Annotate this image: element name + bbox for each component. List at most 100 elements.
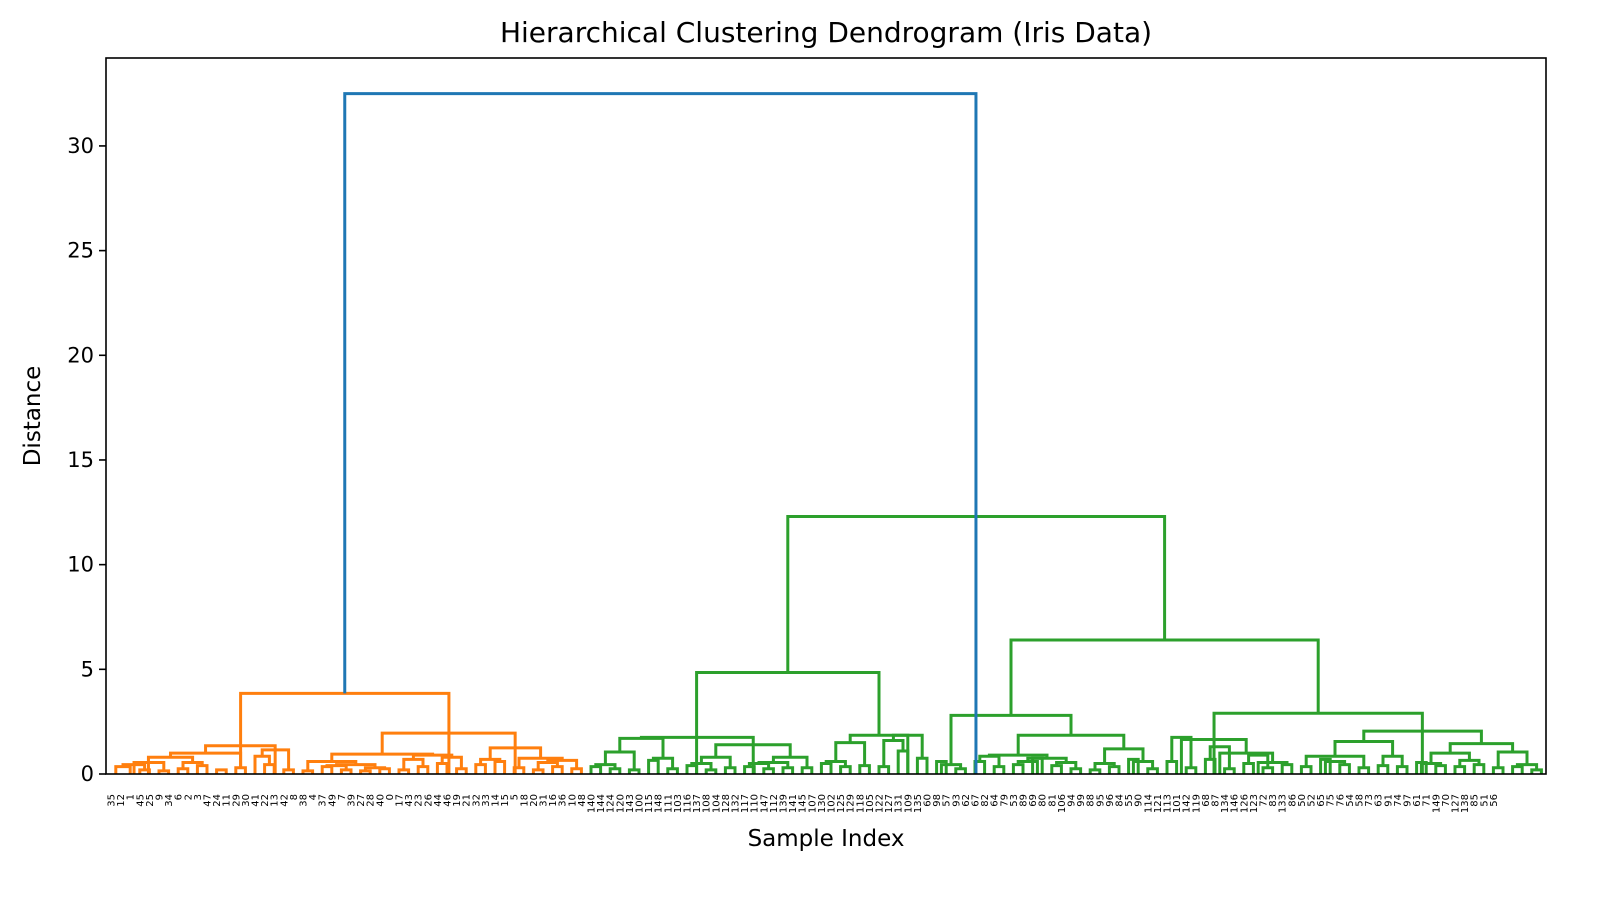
- x-tick-label: 46: [443, 794, 454, 807]
- y-axis-ticks: 0 5 10 15 20 25 30: [67, 134, 106, 786]
- x-tick-label: 67: [971, 794, 982, 807]
- x-tick-label: 132: [731, 794, 742, 813]
- dendrogram-link: [858, 764, 871, 774]
- x-tick-label: 138: [1460, 794, 1471, 813]
- dendrogram-link: [1184, 766, 1198, 774]
- x-tick-label: 120: [615, 794, 626, 813]
- dendrogram-link: [781, 766, 795, 774]
- x-tick-label: 112: [769, 794, 780, 813]
- dendrogram-link: [1280, 763, 1294, 774]
- dendrogram-link: [1323, 759, 1347, 774]
- x-tick-label: 82: [980, 794, 991, 807]
- dendrogram-link: [359, 769, 372, 774]
- x-tick-label: 80: [1038, 794, 1049, 807]
- x-tick-label: 88: [1086, 794, 1097, 807]
- x-tick-label: 149: [1431, 794, 1442, 813]
- dendrogram-link: [824, 759, 847, 767]
- x-tick-label: 53: [1009, 794, 1020, 807]
- x-tick-label: 12: [116, 794, 127, 807]
- dendrogram-link: [282, 768, 295, 774]
- x-tick-label: 121: [1153, 794, 1164, 813]
- x-tick-label: 110: [750, 794, 761, 813]
- x-tick-label: 29: [231, 794, 242, 807]
- dendrogram-link: [239, 691, 451, 774]
- dendrogram-link: [1242, 762, 1255, 774]
- x-tick-label: 115: [644, 794, 655, 813]
- x-tick-label: 90: [1134, 794, 1145, 807]
- x-tick-label: 14: [491, 794, 502, 807]
- x-tick-label: 51: [1479, 794, 1490, 807]
- dendrogram-link: [1357, 766, 1371, 774]
- dendrogram-link: [992, 765, 1006, 774]
- x-tick-label: 42: [279, 794, 290, 807]
- dendrogram-link: [1088, 768, 1102, 774]
- dendrogram-link: [627, 768, 641, 774]
- x-tick-label: 72: [1259, 794, 1270, 807]
- x-tick-label: 148: [654, 794, 665, 813]
- x-tick-label: 3: [193, 794, 204, 800]
- dendrogram-link: [1381, 754, 1404, 767]
- dendrogram-link: [114, 765, 132, 774]
- x-tick-label: 127: [884, 794, 895, 813]
- x-tick-label: 38: [299, 794, 310, 807]
- dendrogram-link: [157, 769, 171, 774]
- x-tick-label: 45: [135, 794, 146, 807]
- x-tick-label: 108: [702, 794, 713, 813]
- dendrogram-link: [1212, 711, 1424, 774]
- dendrogram-link: [1050, 764, 1063, 774]
- x-tick-label: 7: [337, 794, 348, 800]
- x-tick-label: 104: [711, 794, 722, 813]
- x-tick-label: 124: [606, 794, 617, 813]
- x-tick-label: 126: [1239, 794, 1250, 813]
- x-tick-label: 69: [1028, 794, 1039, 807]
- y-tick-label: 0: [81, 762, 94, 786]
- dendrogram-link: [1472, 763, 1486, 774]
- dendrogram-link: [474, 763, 487, 774]
- x-tick-label: 114: [1143, 794, 1154, 813]
- y-tick-label: 20: [67, 343, 94, 367]
- dendrogram-link: [551, 765, 564, 774]
- x-tick-label: 87: [1211, 794, 1222, 807]
- dendrogram-link: [1429, 751, 1471, 764]
- dendrogram-link: [915, 756, 929, 774]
- dendrogram-link: [1376, 764, 1390, 774]
- x-tick-label: 50: [1297, 794, 1308, 807]
- x-tick-label: 62: [961, 794, 972, 807]
- dendrogram-link: [301, 769, 315, 774]
- x-tick-label: 106: [1057, 794, 1068, 813]
- dendrogram-link: [531, 768, 545, 774]
- dendrogram-link: [1016, 733, 1126, 756]
- x-tick-label: 65: [1316, 794, 1327, 807]
- dendrogram-link: [546, 758, 579, 769]
- x-tick-label: 134: [1220, 794, 1231, 813]
- x-tick-label: 1: [126, 794, 137, 800]
- dendrogram-link: [1395, 765, 1409, 774]
- x-tick-label: 0: [385, 794, 396, 800]
- x-tick-label: 61: [1412, 794, 1423, 807]
- dendrogram-link: [343, 92, 978, 774]
- dendrogram-link: [1491, 766, 1505, 774]
- dendrogram-link: [594, 763, 617, 769]
- dendrogram-link: [1131, 759, 1155, 774]
- dendrogram-link: [1511, 765, 1524, 774]
- dendrogram-link: [1458, 758, 1481, 767]
- x-tick-label: 55: [1124, 794, 1135, 807]
- dendrogram-link: [215, 768, 228, 774]
- x-tick-label: 43: [404, 794, 415, 807]
- x-tick-label: 109: [903, 794, 914, 813]
- dendrogram-link: [1299, 765, 1313, 774]
- dendrogram-link: [987, 753, 1049, 759]
- x-tick-label: 41: [251, 794, 262, 807]
- x-tick-label: 58: [1355, 794, 1366, 807]
- dendrogram-link: [1333, 740, 1395, 757]
- x-tick-label: 130: [817, 794, 828, 813]
- x-tick-label: 70: [1441, 794, 1452, 807]
- x-tick-label: 21: [462, 794, 473, 807]
- dendrogram-link: [819, 762, 833, 774]
- dendrogram-link: [263, 763, 276, 774]
- y-axis-label: Distance: [20, 366, 46, 467]
- x-tick-label: 22: [260, 794, 271, 807]
- x-tick-label: 40: [375, 794, 386, 807]
- dendrogram-link: [877, 765, 891, 774]
- x-tick-label: 135: [913, 794, 924, 813]
